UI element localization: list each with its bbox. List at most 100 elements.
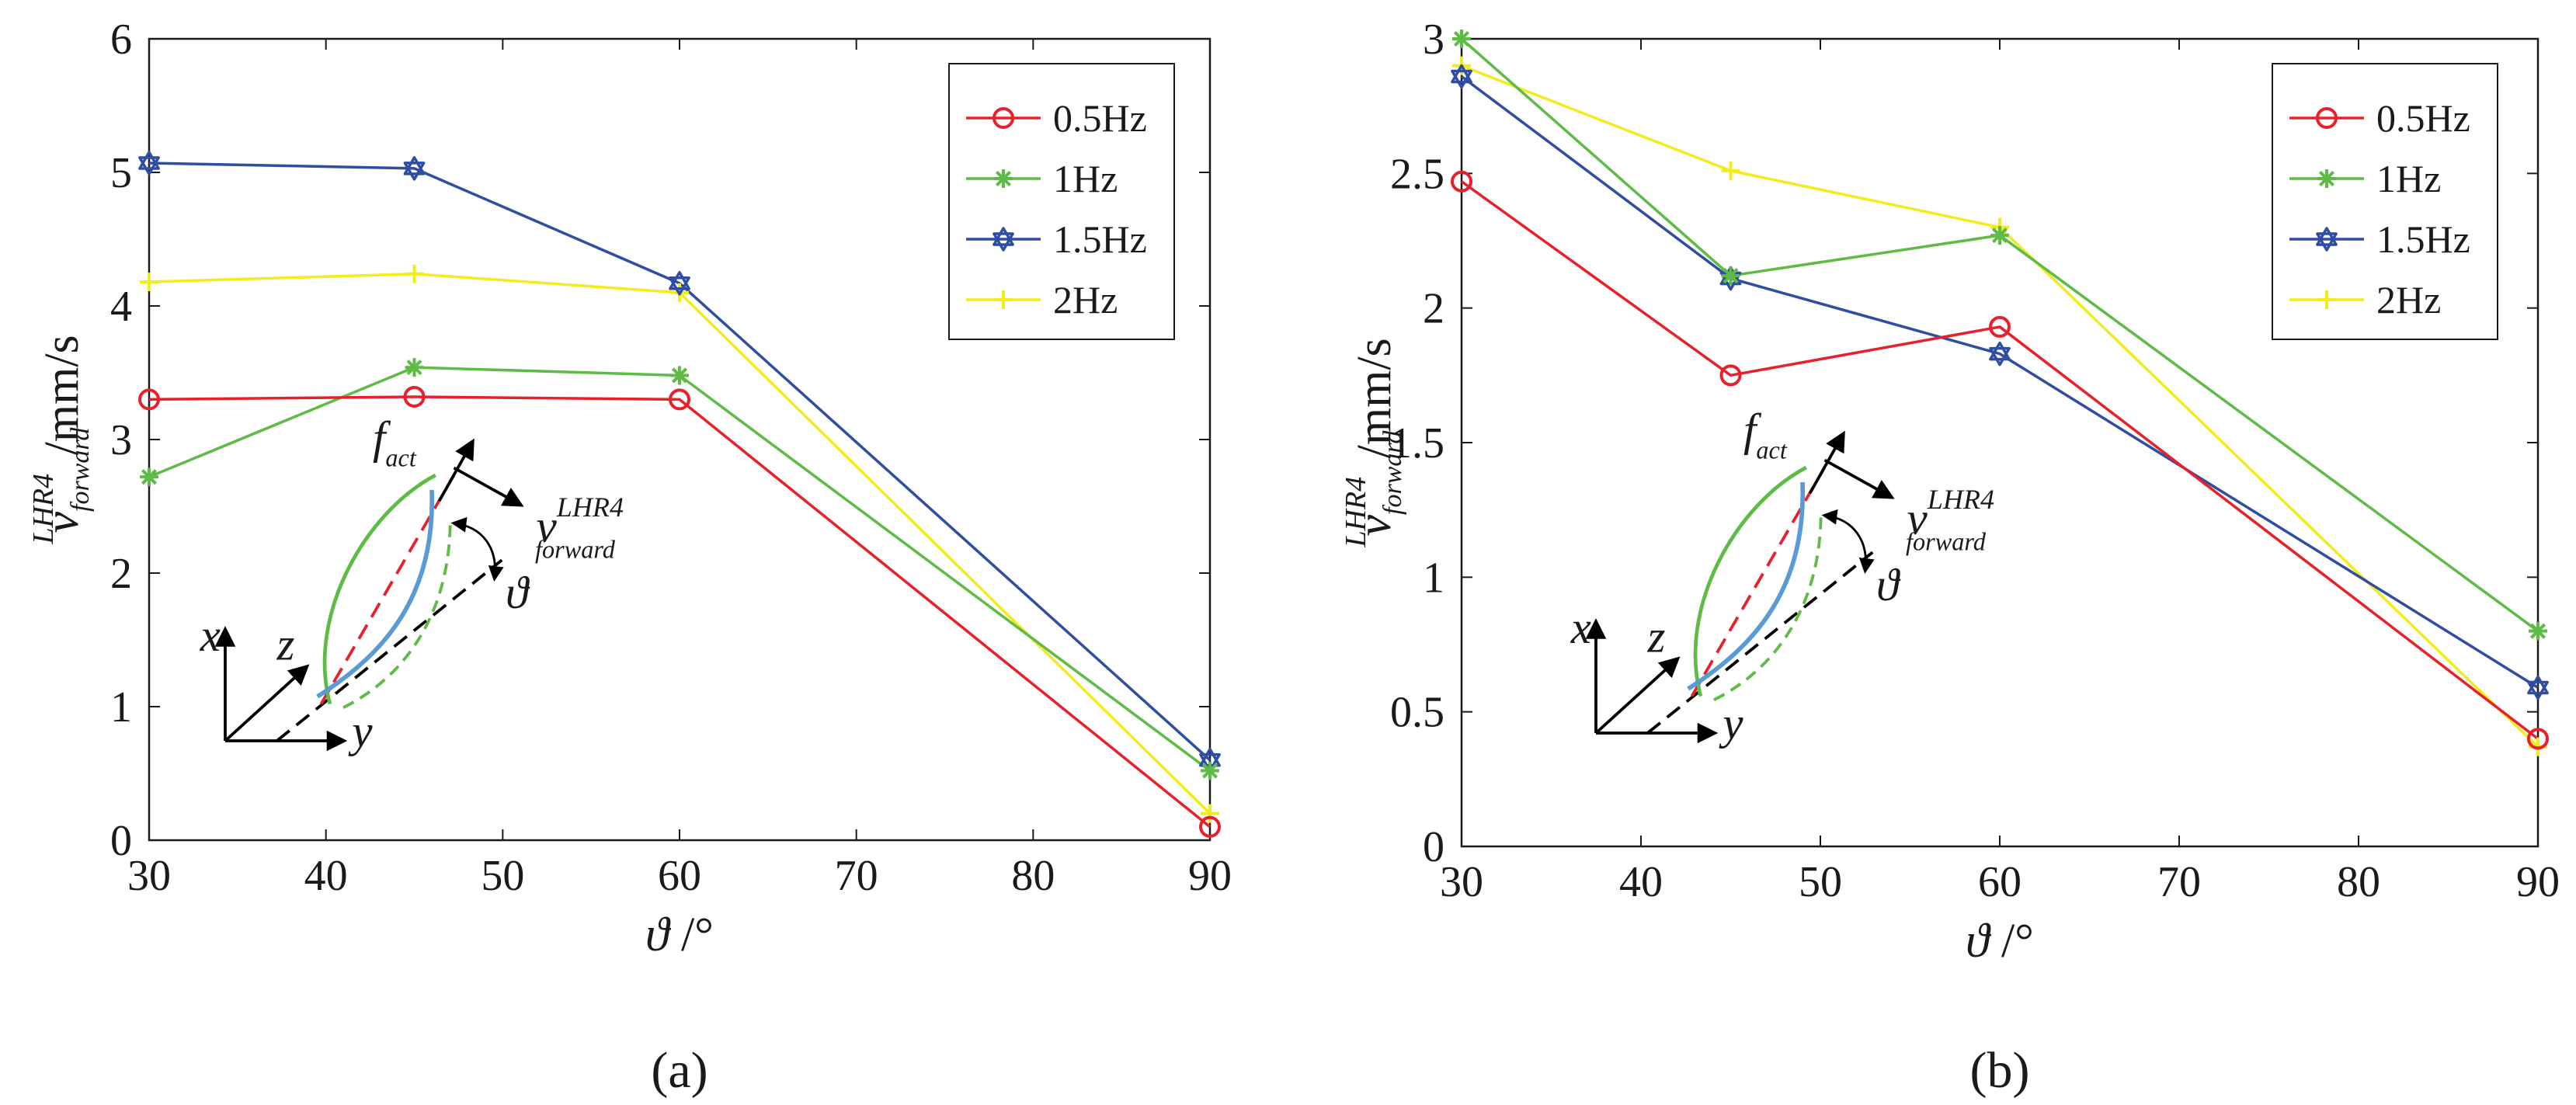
legend-label: 0.5Hz [2376, 96, 2470, 140]
y-tick-label: 1 [1423, 554, 1444, 602]
legend-marker [2317, 169, 2336, 188]
panel-label: (b) [1970, 1042, 2030, 1099]
y-tick-label: 2 [1423, 285, 1444, 333]
angle-label: ϑ [1876, 560, 1901, 610]
legend-marker [2317, 290, 2336, 309]
baseline-dashed [276, 558, 503, 742]
chart-a: 30 40 50 60 70 80 90 0 1 2 3 4 5 6 ϑ /° vforwardLHR4 /m… [27, 16, 1232, 1099]
actuator-green-dashed [1713, 511, 1823, 701]
velocity-arrow [453, 466, 524, 507]
series-line-1.5Hz [1460, 75, 2539, 689]
legend: 0.5Hz 1Hz 1.5Hz 2Hz [948, 63, 1175, 340]
velocity-label: vLHR4 forward [1906, 484, 1994, 555]
y-axis-subscript: forward [66, 427, 95, 512]
force-arrow [437, 438, 475, 502]
actuator-blue [316, 489, 435, 699]
legend-label: 1.5Hz [2376, 217, 2470, 261]
x-tick-label: 60 [1978, 858, 2022, 906]
y-tick-label: 4 [110, 283, 132, 331]
y-axis-unit: /mm/s [36, 335, 89, 467]
force-arrow [1808, 430, 1845, 495]
actuator-green-solid [322, 473, 436, 705]
data-point-0.5Hz [1451, 170, 1472, 193]
baseline-dashed [1646, 551, 1874, 735]
data-point-1Hz [1721, 266, 1740, 286]
data-point-1.5Hz [669, 271, 690, 296]
panel-label: (a) [651, 1042, 707, 1099]
angle-arc-arrow [450, 516, 504, 582]
data-point-1.5Hz [1989, 341, 2011, 367]
x-tick-label: 90 [2516, 858, 2560, 906]
data-point-0.5Hz [2527, 728, 2549, 750]
x-tick-label: 30 [127, 852, 171, 900]
data-point-0.5Hz [403, 385, 426, 408]
chord-dashed [319, 474, 456, 705]
legend-label: 1Hz [1053, 157, 1118, 200]
y-axis-superscript: LHR4 [1340, 477, 1372, 548]
legend-label: 1.5Hz [1053, 217, 1147, 261]
x-tick-label: 90 [1188, 852, 1232, 900]
y-tick-label: 2 [110, 550, 132, 598]
y-tick-label: 3 [1423, 16, 1444, 64]
chord-dashed [1690, 467, 1827, 697]
legend-marker [993, 107, 1014, 129]
series-line-1Hz [1460, 37, 2539, 633]
y-tick-label: 2.5 [1390, 150, 1444, 198]
data-point-1Hz [140, 467, 158, 487]
y-tick-label: 5 [110, 149, 132, 197]
data-point-1Hz [1990, 226, 2009, 245]
y-axis-label: vforwardLHR4 /mm/s [27, 335, 95, 544]
data-point-1Hz [1452, 30, 1471, 48]
data-point-0.5Hz [1719, 364, 1742, 387]
y-axis-symbol: v [36, 512, 89, 533]
y-tick-label: 0 [110, 817, 132, 865]
x-axis-unit: /° [669, 909, 714, 961]
legend-marker [994, 169, 1013, 188]
x-tick-label: 50 [1799, 858, 1842, 906]
x-tick-label: 80 [1011, 852, 1055, 900]
legend-box [2272, 63, 2498, 340]
x-tick-label: 80 [2337, 858, 2380, 906]
x-axis-unit: /° [1989, 915, 2034, 968]
axis-x-label: x [1570, 603, 1591, 653]
legend-label: 2Hz [1053, 278, 1118, 321]
x-tick-label: 50 [481, 852, 524, 900]
velocity-label: vLHR4 forward [535, 492, 624, 563]
legend-marker [2316, 107, 2338, 129]
series-line-0.5Hz [1460, 180, 2539, 740]
x-tick-label: 30 [1440, 858, 1483, 906]
data-point-2Hz [1201, 804, 1219, 823]
series-line-1Hz [148, 366, 1212, 772]
data-point-0.5Hz [1989, 315, 2011, 338]
y-axis-label: vforwardLHR4 /mm/s [1340, 338, 1407, 547]
y-axis-symbol: v [1348, 515, 1401, 537]
axis-x-label: x [200, 610, 221, 661]
x-axis-label: ϑ /° [1966, 915, 2034, 968]
data-point-1Hz [2529, 621, 2547, 641]
y-axis-label-text: vforwardLHR4 /mm/s [27, 335, 95, 544]
actuator-green-solid [1693, 465, 1807, 697]
axis-y-label: y [348, 707, 373, 757]
series-line-2Hz [1461, 64, 2539, 748]
y-axis-subscript: forward [1378, 430, 1407, 515]
x-axis-label: ϑ /° [645, 909, 714, 961]
data-point-0.5Hz [669, 388, 690, 411]
force-label: fact [1743, 405, 1788, 464]
velocity-arrow [1823, 458, 1895, 499]
legend: 0.5Hz 1Hz 1.5Hz 2Hz [2272, 63, 2498, 340]
legend-marker [994, 290, 1013, 309]
actuator-blue [1687, 481, 1806, 691]
data-point-0.5Hz [138, 388, 160, 411]
y-tick-label: 0 [1423, 823, 1444, 871]
legend-label: 2Hz [2376, 278, 2441, 321]
legend-marker [2316, 227, 2338, 252]
series-line-2Hz [148, 272, 1212, 815]
actuator-green-dashed [342, 519, 452, 709]
y-tick-label: 1 [110, 683, 132, 731]
axis-y-label: y [1719, 699, 1743, 749]
data-point-2Hz [1721, 161, 1740, 180]
axis-z-arrow [224, 664, 310, 742]
